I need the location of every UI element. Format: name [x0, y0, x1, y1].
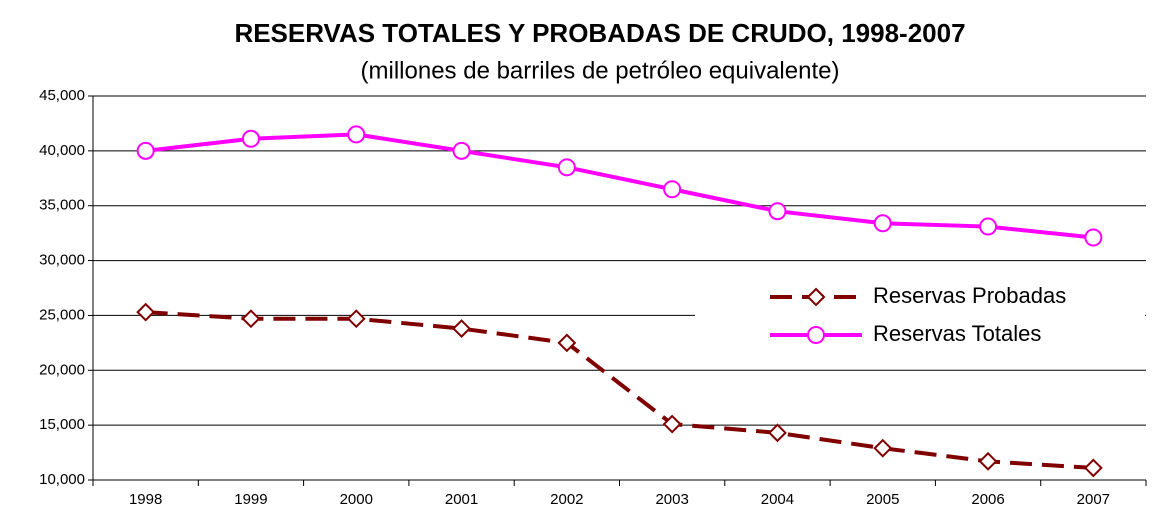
chart-title: RESERVAS TOTALES Y PROBADAS DE CRUDO, 19… [234, 18, 965, 48]
chart-subtitle: (millones de barriles de petróleo equiva… [361, 57, 840, 84]
data-point [346, 309, 366, 329]
data-point [347, 125, 366, 144]
x-tick-label: 2004 [761, 491, 794, 508]
y-tick-label: 15,000 [39, 416, 85, 433]
legend-background [695, 275, 1145, 360]
x-tick-label: 2003 [655, 491, 688, 508]
x-tick-label: 2005 [866, 491, 899, 508]
data-point [1083, 458, 1103, 478]
x-tick-label: 1998 [129, 491, 162, 508]
y-tick-label: 25,000 [39, 306, 85, 323]
x-tick-label: 2001 [445, 491, 478, 508]
x-tick-label: 2000 [340, 491, 373, 508]
y-tick-label: 10,000 [39, 471, 85, 488]
data-point [136, 141, 155, 160]
y-tick-label: 30,000 [39, 252, 85, 269]
data-point [873, 438, 893, 458]
data-point [557, 333, 577, 353]
data-point [557, 158, 576, 177]
y-tick-label: 45,000 [39, 87, 85, 104]
data-point [1084, 228, 1103, 247]
data-point [662, 414, 682, 434]
data-point [768, 202, 787, 221]
data-point [978, 451, 998, 471]
x-tick-label: 2006 [971, 491, 1004, 508]
y-tick-label: 20,000 [39, 361, 85, 378]
x-tick-label: 1999 [234, 491, 267, 508]
data-point [452, 319, 471, 339]
series-line [145, 132, 1094, 240]
x-tick-label: 2002 [550, 491, 583, 508]
data-point [241, 309, 261, 329]
legend-marker [807, 326, 825, 344]
data-point [768, 423, 787, 443]
y-tick-label: 40,000 [39, 142, 85, 159]
data-point [873, 214, 892, 233]
legend-label: Reservas Probadas [873, 283, 1066, 308]
x-tick-label: 2007 [1077, 491, 1110, 508]
data-point [452, 141, 471, 160]
data-point [663, 180, 682, 199]
data-point [136, 302, 156, 322]
data-point [241, 129, 260, 148]
series-line [145, 310, 1094, 470]
legend-marker [806, 287, 826, 307]
legend-label: Reservas Totales [873, 321, 1041, 346]
data-point [979, 217, 998, 236]
y-tick-label: 35,000 [39, 197, 85, 214]
